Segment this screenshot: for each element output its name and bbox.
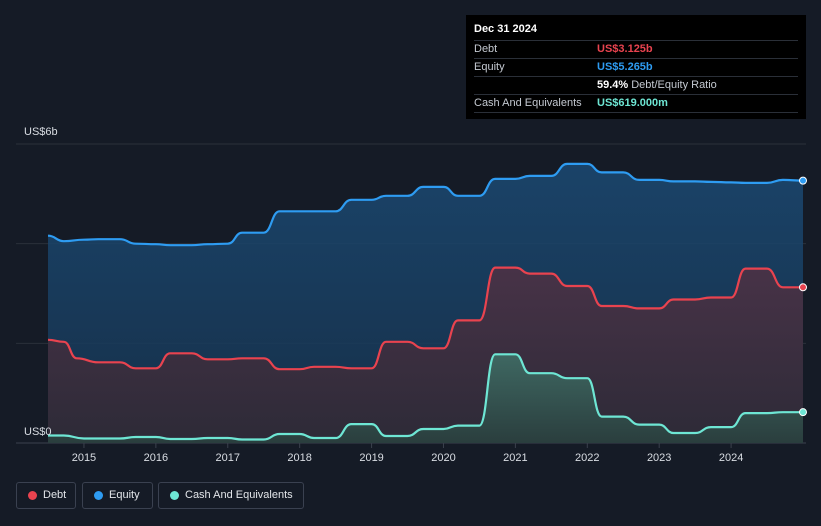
series-lines: [47, 162, 804, 441]
series-endpoints: [799, 176, 807, 417]
x-axis-ticks: 2015 2016 2017 2018 2019 2020 2021 2022 2023 2024: [72, 443, 743, 464]
tooltip-label: Cash And Equivalents: [474, 97, 582, 109]
legend-label-equity: Equity: [109, 489, 140, 501]
tooltip-row-ratio: 59.4% Debt/Equity Ratio: [474, 77, 798, 95]
x-tick-label: 2017: [216, 452, 240, 464]
legend-label-debt: Debt: [43, 489, 67, 501]
x-tick-label: 2015: [72, 452, 96, 464]
tooltip-panel: Dec 31 2024 Debt US$3.125b Equity US$5.2…: [466, 15, 806, 119]
x-tick-label: 2024: [719, 452, 743, 464]
x-tick-label: 2019: [359, 452, 383, 464]
cash-and-equivalents-endpoint: [799, 408, 807, 417]
x-tick-label: 2021: [503, 452, 527, 464]
y-axis-bottom-label: US$0: [24, 426, 52, 438]
x-tick-label: 2016: [144, 452, 168, 464]
legend-label-cash: Cash And Equivalents: [185, 489, 293, 501]
tooltip-date: Dec 31 2024: [474, 23, 798, 41]
x-tick-label: 2020: [431, 452, 455, 464]
legend-item-equity[interactable]: Equity: [82, 482, 153, 509]
tooltip-value-ratio: 59.4% Debt/Equity Ratio: [597, 77, 717, 94]
ratio-text: Debt/Equity Ratio: [631, 79, 717, 91]
debt-line: [47, 266, 803, 371]
cash-legend-dot-icon: [170, 491, 179, 500]
legend-item-debt[interactable]: Debt: [16, 482, 76, 509]
y-axis-top-label: US$6b: [24, 126, 58, 138]
legend-item-cash[interactable]: Cash And Equivalents: [158, 482, 304, 509]
debt-endpoint: [799, 283, 807, 292]
tooltip-value-equity: US$5.265b: [597, 61, 653, 73]
x-tick-label: 2023: [647, 452, 671, 464]
equity-legend-dot-icon: [94, 491, 103, 500]
tooltip-row-debt: Debt US$3.125b: [474, 41, 798, 59]
debt-area: [48, 267, 803, 443]
ratio-number: 59.4%: [597, 79, 629, 91]
x-tick-label: 2022: [575, 452, 599, 464]
cash-and-equivalents-line: [47, 353, 803, 441]
tooltip-row-equity: Equity US$5.265b: [474, 59, 798, 77]
tooltip-label: Debt: [474, 43, 498, 55]
tooltip-row-cash: Cash And Equivalents US$619.000m: [474, 95, 798, 113]
equity-endpoint: [799, 176, 807, 185]
tooltip-value-debt: US$3.125b: [597, 43, 653, 55]
tooltip-label: Equity: [474, 61, 505, 73]
cash-and-equivalents-area: [48, 354, 803, 443]
series-areas: [48, 163, 803, 443]
debt-legend-dot-icon: [28, 491, 37, 500]
x-tick-label: 2018: [287, 452, 311, 464]
equity-line: [47, 162, 804, 247]
tooltip-value-cash: US$619.000m: [597, 97, 668, 109]
